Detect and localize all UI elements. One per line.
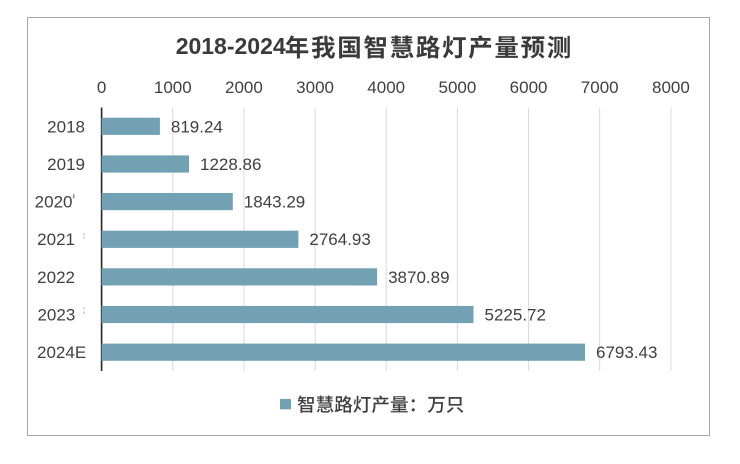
svg-text:2018: 2018 — [47, 117, 85, 136]
svg-text:2020: 2020 — [35, 193, 73, 212]
svg-text:6793.43: 6793.43 — [596, 343, 657, 362]
svg-text:2024E: 2024E — [37, 343, 86, 362]
svg-text:2023: 2023 — [37, 306, 75, 325]
svg-text:2019: 2019 — [47, 155, 85, 174]
svg-text:3870.89: 3870.89 — [388, 268, 449, 287]
svg-text:2022: 2022 — [37, 268, 75, 287]
svg-text:819.24: 819.24 — [171, 117, 223, 136]
svg-text:1843.29: 1843.29 — [244, 193, 305, 212]
svg-text:3000: 3000 — [296, 78, 334, 97]
svg-text:4000: 4000 — [367, 78, 405, 97]
svg-text:7000: 7000 — [581, 78, 619, 97]
svg-text:2018-2024: 2018-2024 — [176, 33, 286, 59]
svg-text:1000: 1000 — [154, 78, 192, 97]
svg-text:5000: 5000 — [438, 78, 476, 97]
svg-text:2764.93: 2764.93 — [309, 230, 370, 249]
svg-text:2021: 2021 — [37, 230, 75, 249]
svg-text:8000: 8000 — [652, 78, 690, 97]
svg-text:5225.72: 5225.72 — [485, 306, 546, 325]
svg-text:6000: 6000 — [510, 78, 548, 97]
svg-text:0: 0 — [97, 78, 106, 97]
svg-text:2000: 2000 — [225, 78, 263, 97]
svg-text:1228.86: 1228.86 — [200, 155, 261, 174]
